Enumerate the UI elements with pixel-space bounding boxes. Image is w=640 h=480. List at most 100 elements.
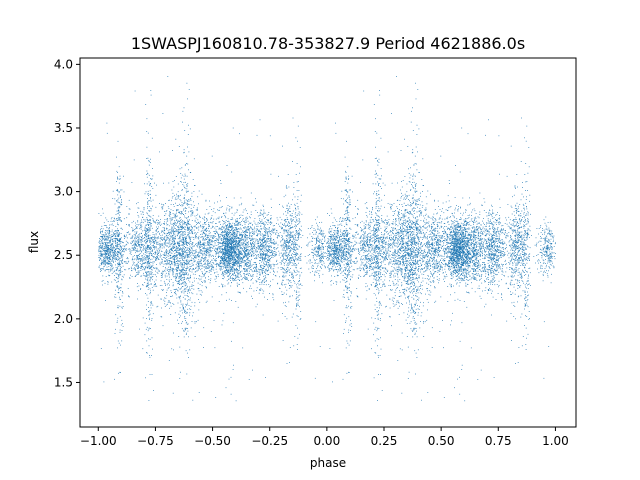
data-point <box>348 268 350 269</box>
data-point <box>152 289 154 291</box>
data-point <box>339 244 340 245</box>
data-point <box>346 281 347 283</box>
data-point <box>127 288 129 289</box>
data-point <box>121 262 123 263</box>
data-point <box>334 249 336 251</box>
data-point <box>331 248 332 250</box>
data-point <box>178 243 180 244</box>
data-point <box>424 243 426 244</box>
data-point <box>365 236 367 238</box>
data-point <box>149 255 150 257</box>
data-point <box>330 235 332 237</box>
data-point <box>334 255 335 256</box>
data-point <box>368 288 370 289</box>
data-point <box>392 233 394 234</box>
data-point <box>394 272 396 274</box>
data-point <box>173 289 175 290</box>
data-point <box>186 312 188 314</box>
data-point <box>376 228 377 230</box>
data-point <box>407 246 409 247</box>
data-point <box>376 282 378 284</box>
data-point <box>176 266 178 268</box>
data-point <box>108 232 110 234</box>
data-point <box>351 249 353 250</box>
data-point <box>409 275 411 276</box>
data-point <box>142 244 144 246</box>
data-point <box>111 251 113 253</box>
data-point <box>149 293 151 295</box>
data-point <box>107 236 109 238</box>
data-point <box>372 207 373 209</box>
data-point <box>375 244 377 246</box>
data-point <box>379 271 381 273</box>
data-point <box>125 240 127 242</box>
data-point <box>392 255 394 256</box>
data-point <box>384 276 386 278</box>
data-point <box>102 242 103 244</box>
data-point <box>132 230 134 232</box>
data-point <box>367 258 369 260</box>
data-point <box>374 241 376 243</box>
data-point <box>100 254 101 256</box>
data-point <box>119 329 121 331</box>
data-point <box>150 267 152 268</box>
data-point <box>127 261 129 263</box>
data-point <box>350 306 351 308</box>
data-point <box>141 261 143 263</box>
data-point <box>330 239 332 241</box>
data-point <box>112 225 114 226</box>
data-point <box>176 246 178 248</box>
data-point <box>119 219 120 221</box>
data-point <box>377 268 379 270</box>
data-point <box>379 268 381 270</box>
data-point <box>194 225 196 227</box>
data-point <box>102 280 104 281</box>
data-point <box>329 244 330 246</box>
data-point <box>135 275 136 277</box>
data-point <box>357 248 359 250</box>
data-point <box>114 258 116 260</box>
data-point <box>374 250 376 252</box>
data-point <box>371 274 373 276</box>
data-point <box>146 318 147 319</box>
data-point <box>195 243 197 244</box>
data-point <box>377 317 379 319</box>
data-point <box>348 270 350 271</box>
data-point <box>135 240 137 242</box>
data-point <box>388 262 389 264</box>
data-point <box>337 227 339 228</box>
data-point <box>117 252 118 254</box>
data-point <box>150 304 152 306</box>
data-point <box>161 285 163 286</box>
data-point <box>107 258 108 260</box>
data-point <box>153 256 155 258</box>
data-point <box>111 269 113 271</box>
data-point <box>340 231 341 233</box>
data-point <box>393 300 394 302</box>
data-point <box>386 237 388 239</box>
data-point <box>175 255 177 257</box>
data-point <box>347 233 348 234</box>
data-point <box>135 243 137 245</box>
data-point <box>376 260 378 262</box>
data-point <box>373 377 375 379</box>
data-point <box>376 236 378 238</box>
data-point <box>147 230 149 231</box>
data-point <box>344 233 346 235</box>
data-point <box>381 236 382 238</box>
data-point <box>421 285 423 286</box>
data-point <box>375 263 377 265</box>
data-point <box>383 252 384 254</box>
data-point <box>398 221 400 223</box>
data-point <box>384 267 386 269</box>
data-point <box>179 217 181 218</box>
data-point <box>369 236 371 238</box>
data-point <box>110 255 112 257</box>
data-point <box>179 217 180 219</box>
data-point <box>428 293 430 295</box>
data-point <box>374 272 376 274</box>
data-point <box>382 238 384 239</box>
data-point <box>119 274 121 276</box>
data-point <box>380 279 382 281</box>
data-point <box>377 265 378 267</box>
